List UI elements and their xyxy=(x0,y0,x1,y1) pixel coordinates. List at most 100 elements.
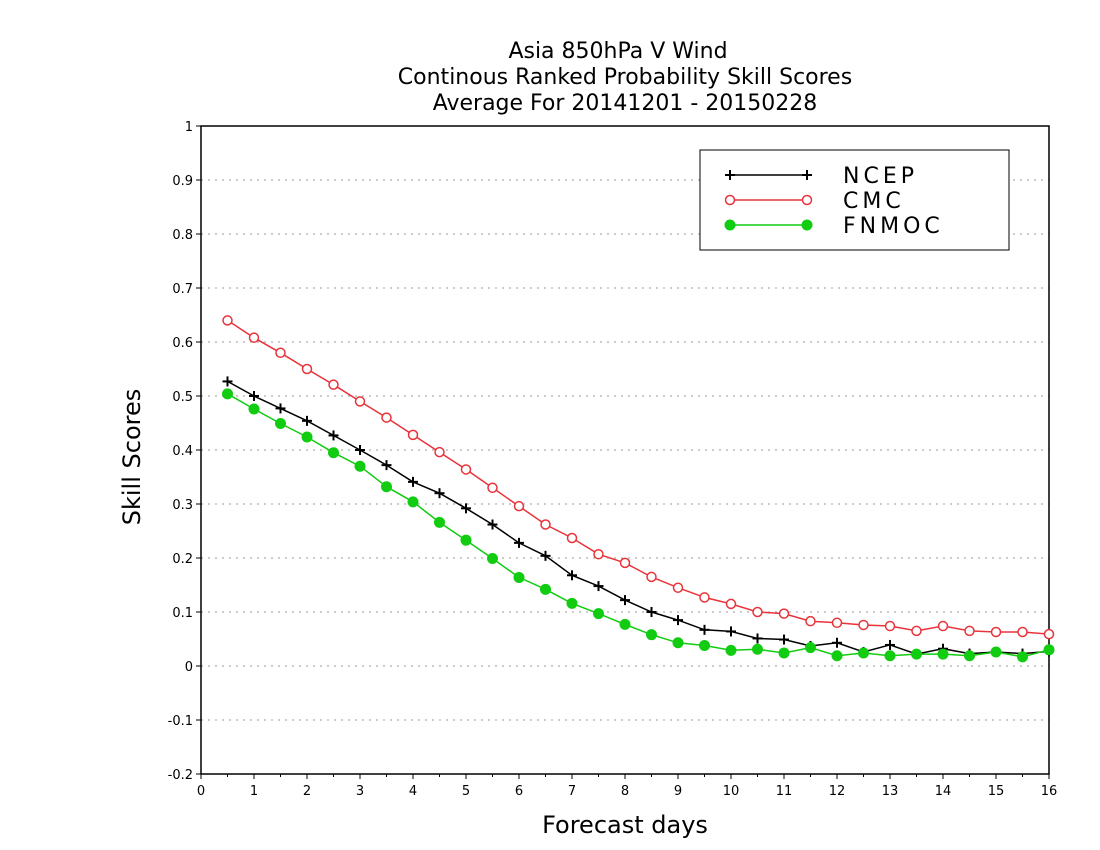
point-fnmoc xyxy=(248,403,260,415)
point-fnmoc xyxy=(752,643,763,655)
point-fnmoc xyxy=(937,648,949,660)
series-fnmoc xyxy=(222,388,1055,663)
point-ncep xyxy=(461,503,471,514)
x-tick-label: 6 xyxy=(515,784,523,799)
series-layer xyxy=(222,315,1055,663)
point-fnmoc xyxy=(407,496,419,508)
point-fnmoc xyxy=(593,608,604,620)
x-tick-label: 4 xyxy=(409,784,417,799)
title-line-3: Average For 20141201 - 20150228 xyxy=(433,91,818,116)
y-tick-label: 0.1 xyxy=(172,606,193,621)
point-cmc xyxy=(248,332,260,343)
point-ncep xyxy=(275,403,286,414)
point-cmc xyxy=(1017,626,1028,638)
point-fnmoc xyxy=(964,650,975,662)
point-cmc xyxy=(566,532,578,544)
point-ncep xyxy=(779,634,789,645)
point-ncep xyxy=(752,633,763,644)
legend-label-ncep: NCEP xyxy=(843,164,918,189)
title-line-1: Asia 850hPa V Wind xyxy=(508,39,727,64)
point-cmc xyxy=(937,620,949,632)
series-ncep xyxy=(222,376,1054,660)
point-cmc xyxy=(1043,628,1055,640)
x-tick-label: 10 xyxy=(723,784,740,799)
point-cmc xyxy=(354,396,366,407)
point-cmc xyxy=(672,582,684,593)
point-fnmoc xyxy=(222,388,233,400)
point-cmc xyxy=(328,379,339,390)
point-fnmoc xyxy=(672,637,684,649)
y-axis: -0.2 -0.1 0 0.1 0.2 0.3 0.4 0.5 0.6 0.7 0.8 0.9 1 xyxy=(168,120,201,783)
x-tick-label: 3 xyxy=(356,784,364,799)
x-tick-label: 16 xyxy=(1041,784,1058,799)
x-tick-label: 7 xyxy=(568,784,576,799)
point-cmc xyxy=(884,620,896,632)
point-ncep xyxy=(222,376,233,387)
x-tick-label: 8 xyxy=(621,784,629,799)
point-cmc xyxy=(911,625,922,637)
point-fnmoc xyxy=(831,650,843,662)
x-axis: 0 1 2 3 4 5 6 7 8 9 10 11 12 13 14 15 16 xyxy=(197,774,1057,799)
point-ncep xyxy=(593,581,604,592)
point-ncep xyxy=(302,415,312,426)
chart-title: Asia 850hPa V Wind Continous Ranked Prob… xyxy=(398,39,852,116)
point-cmc xyxy=(831,617,843,629)
x-tick-label: 0 xyxy=(197,784,205,799)
y-tick-label: 0.2 xyxy=(172,552,193,567)
title-line-2: Continous Ranked Probability Skill Score… xyxy=(398,65,852,90)
point-fnmoc xyxy=(487,553,498,565)
legend-marker-cmc xyxy=(801,194,813,206)
point-ncep xyxy=(487,519,498,530)
legend-label-cmc: CMC xyxy=(843,189,905,214)
point-ncep xyxy=(620,595,630,606)
point-cmc xyxy=(858,619,869,631)
grid xyxy=(201,179,1049,721)
point-cmc xyxy=(301,363,313,375)
point-ncep xyxy=(567,570,577,581)
x-axis-title: Forecast days xyxy=(542,811,708,839)
y-tick-label: 0.6 xyxy=(172,336,193,351)
point-ncep xyxy=(355,445,365,455)
point-ncep xyxy=(540,550,551,561)
point-ncep xyxy=(885,639,895,650)
point-cmc xyxy=(222,315,233,326)
point-fnmoc xyxy=(619,618,631,630)
series-line-fnmoc xyxy=(227,393,1050,658)
point-fnmoc xyxy=(275,418,286,430)
series-line-ncep xyxy=(227,380,1050,655)
point-fnmoc xyxy=(778,647,790,659)
point-fnmoc xyxy=(990,646,1002,658)
point-fnmoc xyxy=(513,571,525,583)
point-fnmoc xyxy=(884,650,896,662)
x-tick-label: 13 xyxy=(882,784,899,799)
point-ncep xyxy=(832,637,842,648)
x-tick-label: 9 xyxy=(674,784,682,799)
point-ncep xyxy=(434,488,445,499)
x-tick-label: 1 xyxy=(250,784,258,799)
point-cmc xyxy=(646,571,657,583)
point-fnmoc xyxy=(646,629,657,641)
point-cmc xyxy=(619,557,631,569)
point-cmc xyxy=(778,608,790,619)
point-ncep xyxy=(381,460,392,471)
y-tick-label: 0.4 xyxy=(172,444,193,459)
point-fnmoc xyxy=(381,481,392,493)
x-tick-label: 2 xyxy=(303,784,311,799)
point-cmc xyxy=(487,482,498,494)
point-cmc xyxy=(964,625,975,637)
series-line-cmc xyxy=(227,319,1050,635)
point-ncep xyxy=(249,391,259,401)
y-tick-label: 0.5 xyxy=(172,390,193,405)
point-ncep xyxy=(726,626,736,637)
point-fnmoc xyxy=(911,648,922,660)
point-fnmoc xyxy=(354,460,366,472)
y-axis-title: Skill Scores xyxy=(118,389,146,526)
point-cmc xyxy=(593,548,604,560)
legend-label-fnmoc: FNMOC xyxy=(843,214,944,239)
y-tick-label: -0.1 xyxy=(168,714,193,729)
point-fnmoc xyxy=(566,597,578,609)
point-ncep xyxy=(699,624,710,635)
x-tick-label: 14 xyxy=(935,784,952,799)
